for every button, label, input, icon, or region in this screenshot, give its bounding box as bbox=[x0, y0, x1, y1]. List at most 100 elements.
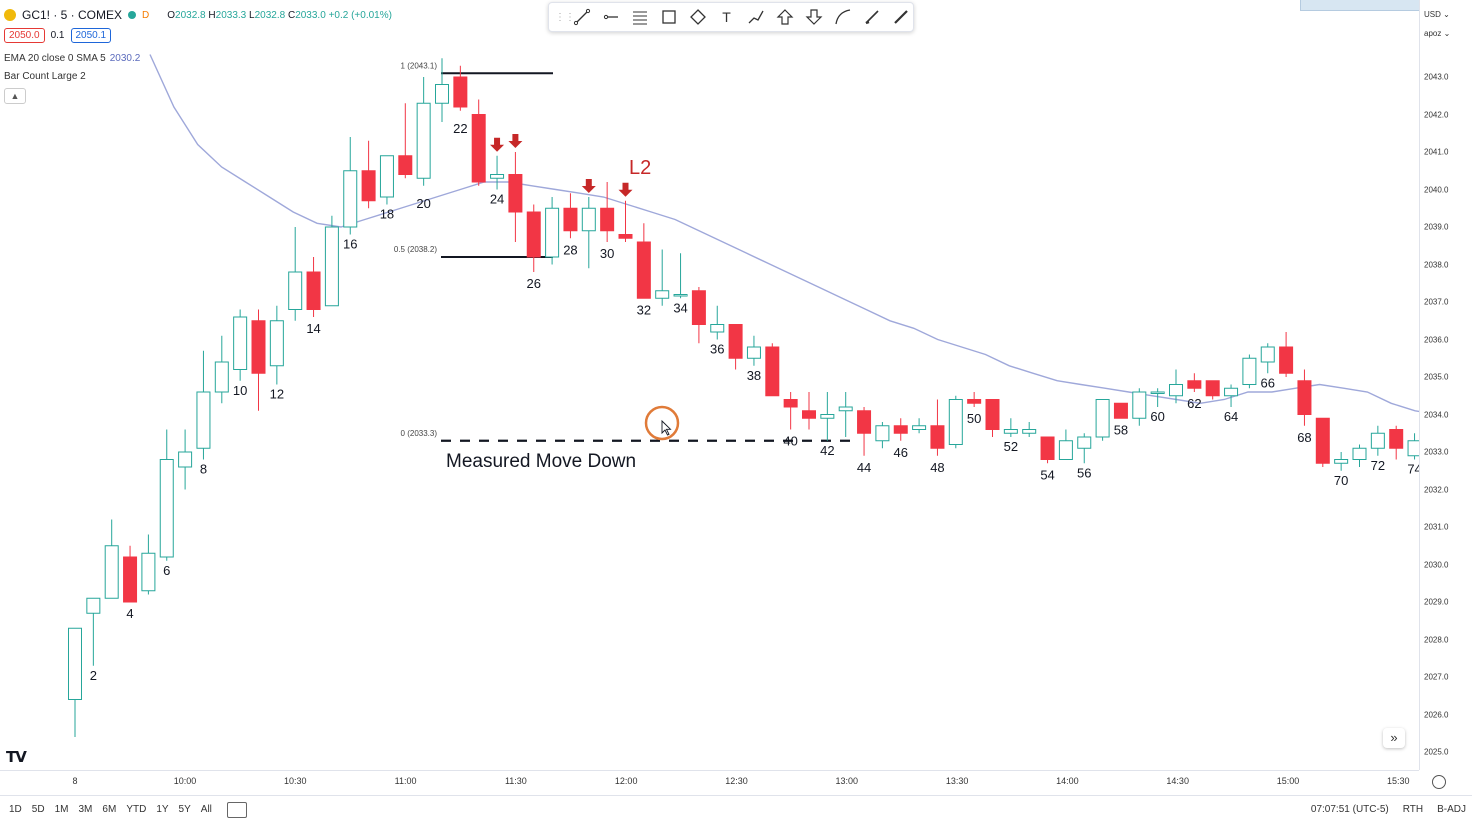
scroll-to-realtime-button[interactable]: » bbox=[1383, 728, 1405, 748]
candle-body bbox=[1389, 429, 1404, 449]
candle-body bbox=[545, 207, 560, 258]
pen-icon[interactable] bbox=[888, 5, 913, 29]
close-value: 2033.0 bbox=[295, 9, 326, 21]
candle-body bbox=[1315, 417, 1330, 464]
adjustment-toggle[interactable]: B-ADJ bbox=[1437, 804, 1466, 815]
candle-body bbox=[288, 271, 303, 310]
indicator-bar-count[interactable]: Bar Count Large 2 bbox=[4, 71, 86, 82]
ohlc-values: O2032.8 H2033.3 L2032.8 C2033.0 +0.2 (+0… bbox=[167, 10, 392, 21]
candle bbox=[636, 223, 651, 299]
range-6m[interactable]: 6M bbox=[102, 804, 117, 815]
candle bbox=[783, 392, 798, 430]
range-all[interactable]: All bbox=[200, 804, 212, 815]
candle bbox=[746, 335, 761, 366]
price-axis[interactable] bbox=[1419, 0, 1472, 770]
indicator-bar-count-label: Bar Count Large 2 bbox=[4, 71, 86, 82]
range-5y[interactable]: 5Y bbox=[178, 804, 191, 815]
time-axis-tick: 8 bbox=[72, 776, 78, 786]
candle bbox=[1022, 422, 1037, 437]
fib-level-label: 0 (2033.3) bbox=[401, 429, 438, 438]
candle bbox=[1407, 433, 1419, 460]
candle-body bbox=[123, 556, 138, 603]
bar-count-label: 10 bbox=[233, 383, 247, 398]
candle bbox=[68, 627, 82, 737]
candle bbox=[1077, 433, 1092, 464]
candle-body bbox=[86, 597, 101, 614]
sell-signal-arrow-icon bbox=[508, 134, 523, 148]
range-1y[interactable]: 1Y bbox=[156, 804, 169, 815]
bar-count-label: 64 bbox=[1224, 409, 1238, 424]
candle-body bbox=[691, 290, 706, 325]
text-icon[interactable]: T bbox=[722, 9, 731, 25]
settings-gear-icon[interactable] bbox=[1432, 775, 1446, 789]
double-chevron-right-icon: » bbox=[1390, 730, 1398, 745]
trend-line-icon[interactable] bbox=[569, 5, 594, 29]
chevron-down-icon: ⌄ bbox=[1443, 10, 1450, 19]
candle-body bbox=[893, 425, 908, 434]
scale-select[interactable]: apoz ⌄ bbox=[1424, 29, 1450, 38]
bar-count-label: 18 bbox=[380, 207, 394, 222]
candle-body bbox=[1132, 391, 1147, 419]
bar-count-label: 14 bbox=[306, 321, 320, 336]
range-1m[interactable]: 1M bbox=[54, 804, 69, 815]
bar-count-label: 20 bbox=[416, 196, 430, 211]
candle bbox=[1003, 418, 1018, 437]
polygon-icon[interactable] bbox=[685, 5, 710, 29]
symbol-header[interactable]: GC1! · 5 · COMEX D O2032.8 H2033.3 L2032… bbox=[4, 8, 392, 22]
bar-count-label: 72 bbox=[1371, 458, 1385, 473]
high-label: H bbox=[208, 9, 216, 21]
brush-icon[interactable] bbox=[859, 5, 884, 29]
curve-icon[interactable] bbox=[830, 5, 855, 29]
spread-value: 0.1 bbox=[50, 30, 65, 41]
currency-select[interactable]: USD ⌄ bbox=[1424, 10, 1450, 19]
candle-body bbox=[379, 155, 394, 198]
candle bbox=[306, 257, 321, 317]
candle bbox=[1389, 425, 1404, 460]
candle bbox=[1058, 429, 1073, 460]
candle-body bbox=[1370, 432, 1385, 449]
candle bbox=[490, 155, 505, 190]
candle-body bbox=[820, 414, 835, 419]
rectangle-icon[interactable] bbox=[656, 5, 681, 29]
status-area: 07:07:51 (UTC-5) RTH B-ADJ bbox=[1311, 804, 1466, 815]
arrow-down-icon[interactable] bbox=[801, 5, 826, 29]
candle-body bbox=[618, 234, 633, 239]
candle-body bbox=[1113, 402, 1128, 419]
symbol-title[interactable]: GC1! · 5 · COMEX bbox=[22, 8, 123, 22]
indicator-ema-value: 2030.2 bbox=[109, 53, 141, 64]
session-toggle[interactable]: RTH bbox=[1402, 804, 1424, 815]
range-ytd[interactable]: YTD bbox=[126, 804, 147, 815]
arrow-up-icon[interactable] bbox=[772, 5, 797, 29]
bar-count-label: 68 bbox=[1297, 430, 1311, 445]
bar-count-label: 66 bbox=[1261, 375, 1275, 390]
candle-body bbox=[746, 346, 761, 359]
range-3m[interactable]: 3M bbox=[78, 804, 93, 815]
fib-retracement-icon[interactable] bbox=[627, 5, 652, 29]
bar-count-label: 38 bbox=[747, 368, 761, 383]
candle-body bbox=[1040, 436, 1055, 460]
candle bbox=[453, 65, 468, 111]
price-axis-tick: 2025.0 bbox=[1424, 747, 1449, 757]
bar-count-label: 32 bbox=[637, 302, 651, 317]
candle bbox=[1352, 444, 1367, 467]
path-icon[interactable] bbox=[743, 5, 768, 29]
candle bbox=[324, 215, 339, 307]
calendar-icon[interactable] bbox=[226, 801, 247, 818]
candle-body bbox=[1297, 380, 1312, 415]
range-1d[interactable]: 1D bbox=[9, 804, 22, 815]
range-5d[interactable]: 5D bbox=[31, 804, 45, 815]
horizontal-ray-icon[interactable] bbox=[598, 5, 623, 29]
candle bbox=[1370, 425, 1385, 456]
candle bbox=[214, 335, 229, 404]
clock-readout[interactable]: 07:07:51 (UTC-5) bbox=[1310, 804, 1389, 815]
candle bbox=[1260, 343, 1275, 374]
candle bbox=[1169, 369, 1183, 404]
indicator-ema[interactable]: EMA 20 close 0 SMA 5 2030.2 bbox=[4, 53, 140, 64]
buy-button[interactable]: 2050.1 bbox=[70, 28, 112, 43]
sell-button[interactable]: 2050.0 bbox=[4, 28, 45, 43]
collapse-legend-button[interactable]: ▲ bbox=[4, 88, 26, 104]
open-label: O bbox=[167, 9, 176, 21]
drag-handle-icon[interactable]: ⋮⋮ bbox=[555, 11, 575, 23]
time-axis[interactable] bbox=[0, 770, 1419, 795]
